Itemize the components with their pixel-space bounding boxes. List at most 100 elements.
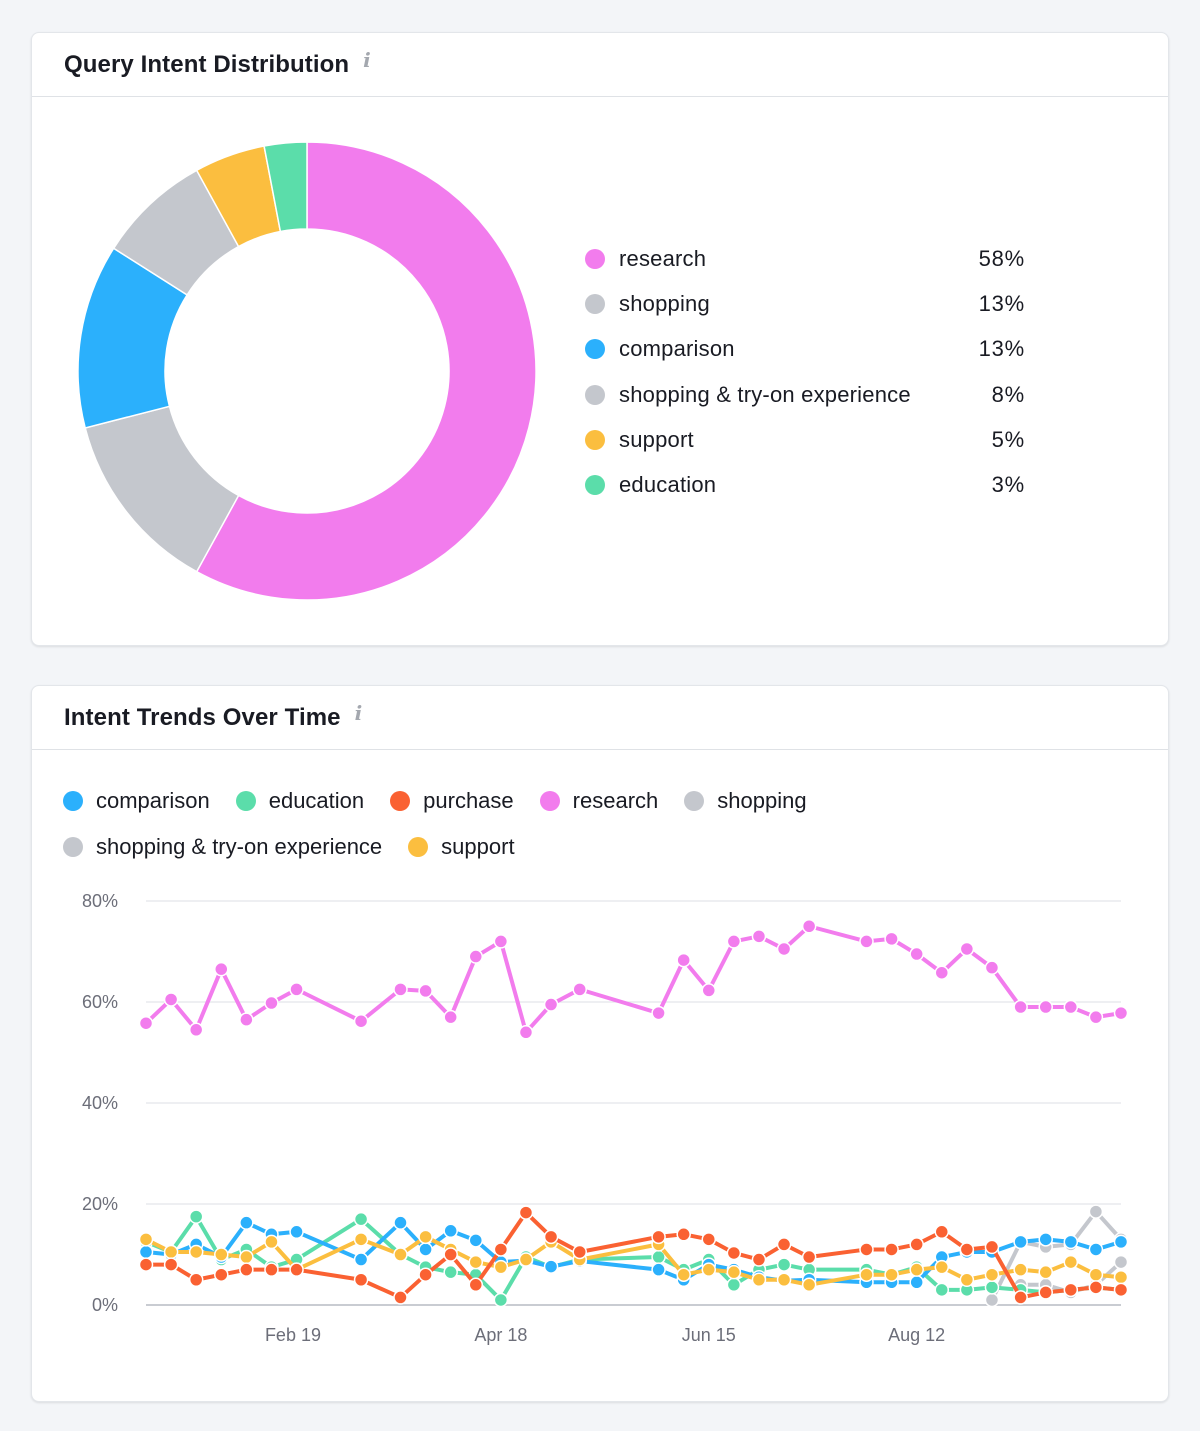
data-point[interactable] (518, 1252, 534, 1267)
data-point[interactable] (934, 965, 950, 980)
data-point[interactable] (572, 1244, 587, 1260)
data-point[interactable] (1063, 999, 1079, 1015)
data-point[interactable] (493, 1259, 509, 1275)
data-point[interactable] (1013, 1234, 1028, 1250)
data-point[interactable] (984, 1239, 1000, 1255)
data-point[interactable] (138, 1232, 154, 1247)
data-point[interactable] (239, 1262, 254, 1277)
data-point[interactable] (1113, 1282, 1129, 1298)
donut-slice-research[interactable] (195, 141, 537, 601)
data-point[interactable] (543, 997, 559, 1012)
data-point[interactable] (1113, 1254, 1129, 1270)
data-point[interactable] (188, 1209, 204, 1224)
data-point[interactable] (188, 1022, 204, 1038)
data-point[interactable] (984, 1280, 1000, 1295)
data-point[interactable] (701, 1232, 717, 1247)
data-point[interactable] (676, 1227, 691, 1242)
data-point[interactable] (289, 1224, 304, 1240)
data-point[interactable] (393, 982, 408, 997)
data-point[interactable] (726, 934, 742, 949)
data-point[interactable] (1063, 1234, 1079, 1250)
data-point[interactable] (984, 1267, 1000, 1282)
data-point[interactable] (1013, 1262, 1028, 1277)
data-point[interactable] (776, 1237, 792, 1252)
data-point[interactable] (934, 1259, 950, 1275)
data-point[interactable] (138, 1015, 154, 1031)
data-point[interactable] (418, 1242, 433, 1257)
legend-item[interactable]: research 58% (585, 236, 1025, 281)
data-point[interactable] (1038, 1232, 1053, 1247)
legend-item[interactable]: research (539, 788, 658, 814)
data-point[interactable] (493, 1242, 509, 1257)
data-point[interactable] (1088, 1009, 1104, 1025)
data-point[interactable] (934, 1224, 950, 1240)
data-point[interactable] (801, 1277, 817, 1293)
data-point[interactable] (518, 1205, 534, 1220)
legend-item[interactable]: comparison (63, 788, 210, 814)
data-point[interactable] (1088, 1204, 1104, 1219)
data-point[interactable] (1113, 1269, 1129, 1285)
data-point[interactable] (468, 1233, 484, 1248)
data-point[interactable] (264, 995, 279, 1011)
legend-item[interactable]: purchase (390, 788, 514, 814)
data-point[interactable] (468, 1277, 484, 1293)
data-point[interactable] (353, 1211, 369, 1227)
legend-item[interactable]: comparison 13% (585, 327, 1025, 372)
data-point[interactable] (353, 1252, 369, 1267)
data-point[interactable] (418, 983, 433, 999)
data-point[interactable] (751, 1252, 767, 1267)
legend-item[interactable]: shopping & try-on experience 8% (585, 372, 1025, 417)
data-point[interactable] (468, 1254, 484, 1270)
data-point[interactable] (859, 1267, 874, 1282)
data-point[interactable] (289, 982, 304, 997)
data-point[interactable] (959, 1272, 975, 1287)
data-point[interactable] (188, 1272, 204, 1287)
data-point[interactable] (884, 1267, 899, 1282)
data-point[interactable] (909, 1262, 924, 1277)
data-point[interactable] (859, 934, 874, 949)
info-icon[interactable]: i (363, 47, 371, 72)
data-point[interactable] (776, 941, 792, 957)
data-point[interactable] (959, 1242, 975, 1257)
data-point[interactable] (393, 1215, 408, 1230)
data-point[interactable] (163, 992, 179, 1007)
data-point[interactable] (776, 1257, 792, 1272)
data-point[interactable] (443, 1247, 458, 1262)
data-point[interactable] (353, 1013, 369, 1029)
legend-item[interactable]: education 3% (585, 462, 1025, 507)
data-point[interactable] (801, 919, 817, 934)
data-point[interactable] (1013, 999, 1028, 1015)
data-point[interactable] (214, 1247, 229, 1262)
data-point[interactable] (651, 1229, 666, 1245)
data-point[interactable] (984, 960, 1000, 975)
data-point[interactable] (214, 1267, 229, 1282)
data-point[interactable] (443, 1009, 458, 1025)
data-point[interactable] (776, 1272, 792, 1287)
legend-item[interactable]: shopping 13% (585, 281, 1025, 326)
data-point[interactable] (1063, 1282, 1079, 1298)
data-point[interactable] (543, 1229, 559, 1245)
data-point[interactable] (1063, 1254, 1079, 1270)
data-point[interactable] (726, 1277, 742, 1293)
data-point[interactable] (353, 1232, 369, 1247)
data-point[interactable] (264, 1234, 279, 1250)
legend-item[interactable]: shopping (684, 788, 807, 814)
data-point[interactable] (1088, 1242, 1104, 1257)
data-point[interactable] (701, 1262, 717, 1277)
data-point[interactable] (751, 929, 767, 944)
data-point[interactable] (518, 1025, 534, 1040)
data-point[interactable] (443, 1264, 458, 1280)
data-point[interactable] (984, 1292, 1000, 1308)
data-point[interactable] (909, 1275, 924, 1290)
data-point[interactable] (801, 1249, 817, 1265)
data-point[interactable] (676, 952, 691, 968)
data-point[interactable] (443, 1223, 458, 1239)
data-point[interactable] (651, 1005, 666, 1021)
data-point[interactable] (163, 1244, 179, 1260)
donut-slice-education[interactable] (263, 141, 308, 233)
data-point[interactable] (239, 1249, 254, 1265)
data-point[interactable] (468, 949, 484, 964)
data-point[interactable] (884, 931, 899, 947)
data-point[interactable] (859, 1242, 874, 1257)
data-point[interactable] (726, 1264, 742, 1280)
